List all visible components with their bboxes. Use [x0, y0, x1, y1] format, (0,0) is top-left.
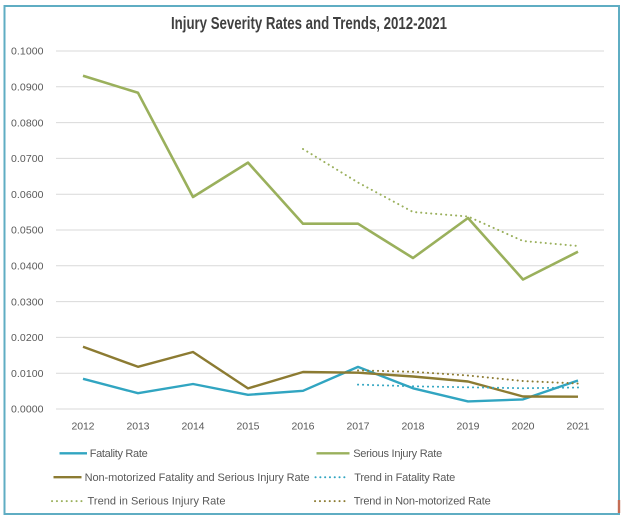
svg-text:0.0900: 0.0900	[11, 82, 44, 94]
svg-text:2020: 2020	[512, 421, 535, 433]
svg-text:Non-motorized Fatality and Ser: Non-motorized Fatality and Serious Injur…	[85, 472, 310, 484]
svg-text:0.0000: 0.0000	[11, 404, 44, 416]
svg-text:2015: 2015	[237, 421, 260, 433]
svg-text:Serious Injury Rate: Serious Injury Rate	[353, 448, 442, 460]
svg-text:0.0700: 0.0700	[11, 153, 44, 165]
svg-text:Fatality Rate: Fatality Rate	[90, 448, 148, 460]
svg-text:0.0500: 0.0500	[11, 225, 44, 237]
svg-text:2016: 2016	[292, 421, 315, 433]
svg-text:0.0100: 0.0100	[11, 368, 44, 380]
svg-text:Trend in Serious Injury Rate: Trend in Serious Injury Rate	[88, 496, 226, 508]
svg-text:2019: 2019	[457, 421, 480, 433]
svg-text:2018: 2018	[402, 421, 425, 433]
svg-text:2014: 2014	[182, 421, 205, 433]
svg-text:2021: 2021	[567, 421, 590, 433]
svg-text:Injury Severity Rates and Tren: Injury Severity Rates and Trends, 2012-2…	[171, 13, 447, 33]
svg-text:0.0400: 0.0400	[11, 261, 44, 273]
svg-text:0.1000: 0.1000	[11, 46, 44, 58]
svg-text:0.0600: 0.0600	[11, 189, 44, 201]
svg-text:2013: 2013	[127, 421, 150, 433]
svg-text:2012: 2012	[72, 421, 95, 433]
svg-text:2017: 2017	[347, 421, 370, 433]
svg-text:0.0200: 0.0200	[11, 332, 44, 344]
svg-text:Trend in Fatality Rate: Trend in Fatality Rate	[354, 472, 455, 484]
svg-text:0.0800: 0.0800	[11, 117, 44, 129]
svg-text:0.0300: 0.0300	[11, 296, 44, 308]
svg-text:Trend in Non-motorized Rate: Trend in Non-motorized Rate	[354, 496, 491, 508]
